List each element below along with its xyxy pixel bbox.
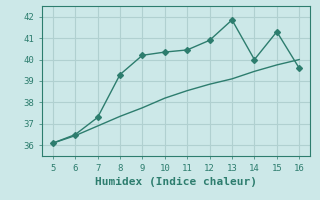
- X-axis label: Humidex (Indice chaleur): Humidex (Indice chaleur): [95, 177, 257, 187]
